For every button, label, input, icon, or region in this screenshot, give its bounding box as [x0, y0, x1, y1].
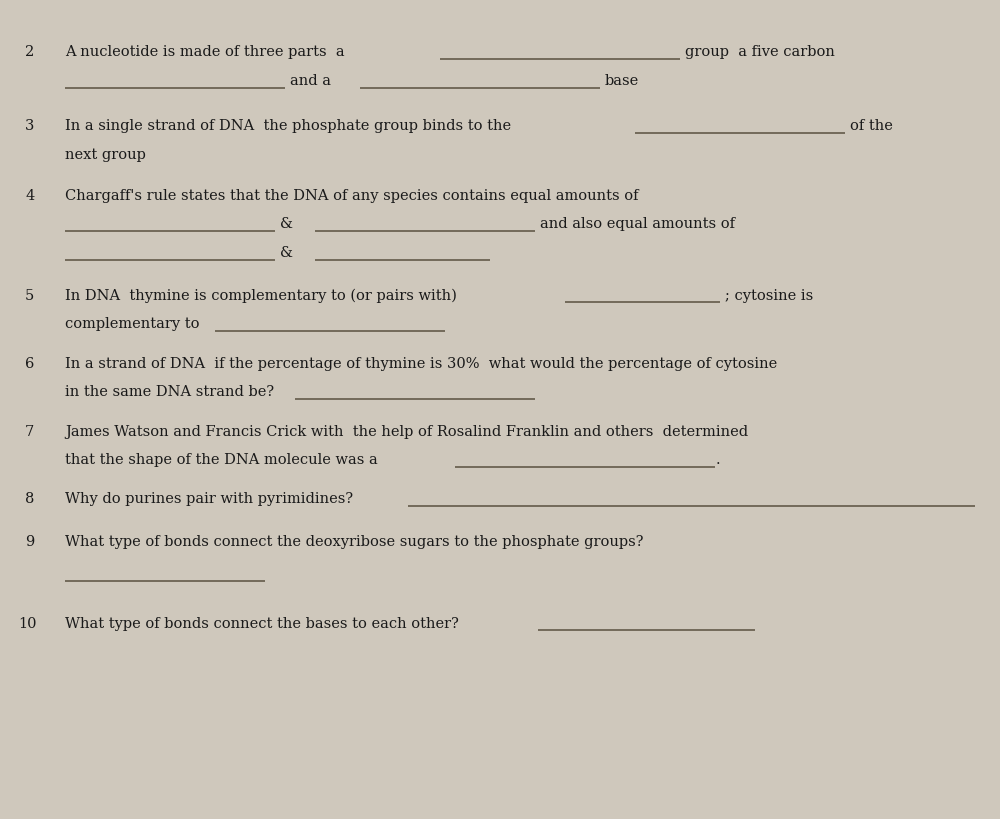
Text: &: &	[280, 217, 293, 231]
Text: &: &	[280, 246, 293, 260]
Text: base: base	[605, 74, 639, 88]
Text: that the shape of the DNA molecule was a: that the shape of the DNA molecule was a	[65, 453, 382, 467]
Text: Chargaff's rule states that the DNA of any species contains equal amounts of: Chargaff's rule states that the DNA of a…	[65, 188, 639, 202]
Text: What type of bonds connect the bases to each other?: What type of bonds connect the bases to …	[65, 616, 464, 630]
Text: of the: of the	[850, 119, 893, 133]
Text: 9: 9	[25, 534, 34, 548]
Text: next group: next group	[65, 147, 146, 161]
Text: ; cytosine is: ; cytosine is	[725, 288, 813, 302]
Text: 10: 10	[18, 616, 36, 630]
Text: 3: 3	[25, 119, 34, 133]
Text: James Watson and Francis Crick with  the help of Rosalind Franklin and others  d: James Watson and Francis Crick with the …	[65, 424, 748, 438]
Text: Why do purines pair with pyrimidines?: Why do purines pair with pyrimidines?	[65, 491, 358, 505]
Text: 2: 2	[25, 45, 34, 59]
Text: What type of bonds connect the deoxyribose sugars to the phosphate groups?: What type of bonds connect the deoxyribo…	[65, 534, 644, 548]
Text: 4: 4	[25, 188, 34, 202]
Text: 8: 8	[25, 491, 34, 505]
Text: In a single strand of DNA  the phosphate group binds to the: In a single strand of DNA the phosphate …	[65, 119, 516, 133]
Text: A nucleotide is made of three parts  a: A nucleotide is made of three parts a	[65, 45, 349, 59]
Text: in the same DNA strand be?: in the same DNA strand be?	[65, 385, 279, 399]
Text: In a strand of DNA  if the percentage of thymine is 30%  what would the percenta: In a strand of DNA if the percentage of …	[65, 356, 777, 370]
Text: .: .	[716, 453, 721, 467]
Text: and a: and a	[290, 74, 336, 88]
Text: 5: 5	[25, 288, 34, 302]
Text: In DNA  thymine is complementary to (or pairs with): In DNA thymine is complementary to (or p…	[65, 288, 462, 303]
Text: group  a five carbon: group a five carbon	[685, 45, 835, 59]
Text: 7: 7	[25, 424, 34, 438]
Text: and also equal amounts of: and also equal amounts of	[540, 217, 735, 231]
Text: 6: 6	[25, 356, 34, 370]
Text: complementary to: complementary to	[65, 317, 204, 331]
